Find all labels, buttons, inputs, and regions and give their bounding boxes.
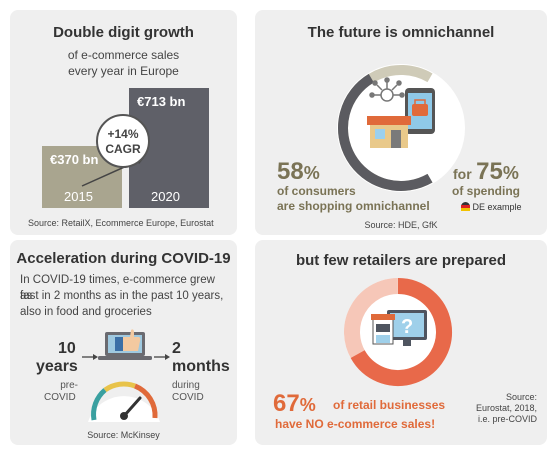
- covid-text-line3: also in food and groceries: [20, 306, 152, 318]
- cagr-badge-label: CAGR: [105, 142, 141, 156]
- stat-67-unit: %: [299, 395, 316, 415]
- covid-title: Acceleration during COVID-19: [16, 250, 231, 267]
- stat-58: 58%: [277, 158, 320, 186]
- retailers-source-line3: i.e. pre-COVID: [477, 414, 537, 424]
- storefront-icon: [371, 314, 395, 345]
- stat-58-value: 58: [277, 158, 304, 185]
- speedometer-icon: [88, 381, 160, 422]
- cagr-badge: +14% CAGR: [96, 114, 150, 168]
- de-example-label: DE example: [472, 202, 522, 212]
- retailers-source-line1: Source:: [505, 392, 537, 402]
- stat-75-unit: %: [502, 163, 519, 183]
- stat-75-line: of spending: [452, 184, 520, 198]
- omnichannel-ring: [337, 64, 465, 192]
- de-example: DE example: [461, 202, 522, 212]
- stat-58-line2: are shopping omnichannel: [277, 199, 430, 213]
- stat-58-line1: of consumers: [277, 184, 356, 198]
- growth-subtitle-line2: every year in Europe: [68, 64, 179, 78]
- right-value: 2: [172, 340, 181, 357]
- omnichannel-panel: The future is omnichannel: [255, 10, 547, 235]
- retailers-source-line2: Eurostat, 2018,: [475, 403, 537, 413]
- bar-2015-value: €370 bn: [50, 151, 99, 167]
- thumbs-up-icon: [115, 329, 141, 351]
- stat-75-value: 75: [476, 158, 503, 185]
- growth-panel: Double digit growth of e-commerce sales …: [10, 10, 237, 235]
- growth-subtitle-line1: of e-commerce sales: [67, 48, 180, 62]
- store-icon: [367, 116, 411, 148]
- omnichannel-title: The future is omnichannel: [307, 24, 495, 41]
- omnichannel-source: Source: HDE, GfK: [364, 220, 438, 230]
- covid-source: Source: McKinsey: [87, 430, 160, 440]
- retailers-title: but few retailers are prepared: [295, 252, 507, 269]
- covid-panel: Acceleration during COVID-19 In COVID-19…: [10, 240, 237, 445]
- right-note-line1: during: [172, 380, 200, 391]
- right-note-line2: COVID: [172, 392, 204, 403]
- cagr-badge-value: +14%: [107, 127, 139, 141]
- growth-title: Double digit growth: [53, 24, 194, 41]
- stat-67-value: 67: [273, 390, 300, 417]
- retailers-ring: ?: [344, 278, 453, 386]
- covid-illustration: [82, 329, 170, 422]
- stat-58-unit: %: [303, 163, 320, 183]
- covid-text-line2: fast in 2 months as in the past 10 years…: [20, 290, 224, 302]
- cart-icon: [412, 99, 428, 116]
- stat-75: for 75%: [453, 158, 519, 186]
- bar-2020-value: €713 bn: [137, 94, 186, 109]
- growth-source: Source: RetailX, Ecommerce Europe, Euros…: [28, 218, 214, 228]
- covid-text-line1: In COVID-19 times, e-commerce grew as: [20, 274, 215, 302]
- left-note-line2: COVID: [44, 392, 76, 403]
- right-unit: months: [172, 358, 230, 375]
- stat-75-prefix: for: [453, 166, 472, 182]
- bar-2015-year: 2015: [64, 189, 93, 204]
- retailers-panel: but few retailers are prepared ? 67% of …: [255, 240, 547, 445]
- stat-67: 67%: [273, 390, 316, 418]
- left-note-line1: pre-: [60, 380, 78, 391]
- bar-2020-year: 2020: [151, 189, 180, 204]
- stat-67-line2: have NO e-commerce sales!: [275, 417, 436, 431]
- left-value: 10: [58, 340, 76, 357]
- german-flag-icon: [461, 202, 470, 211]
- monitor-icon: [387, 310, 427, 346]
- stat-67-line1: of retail businesses: [333, 398, 446, 412]
- left-unit: years: [36, 358, 78, 375]
- network-icon: [369, 77, 405, 102]
- question-icon: ?: [401, 316, 413, 338]
